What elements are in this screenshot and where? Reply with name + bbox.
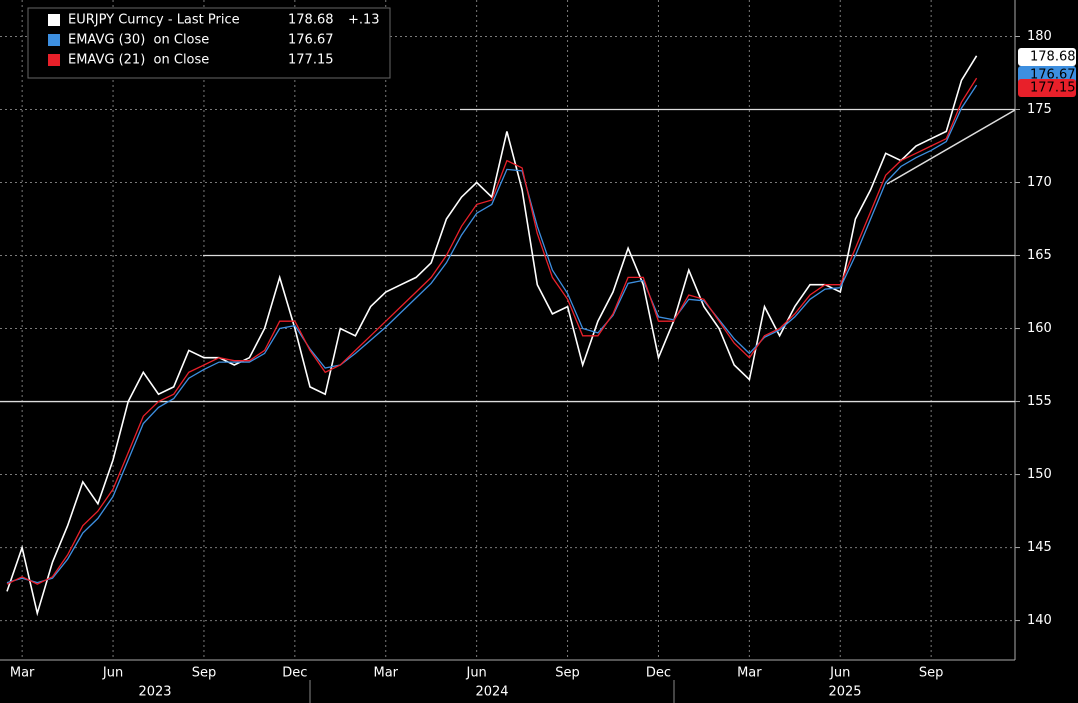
y-tick-label: 180 [1027,29,1052,44]
x-tick-label: Mar [737,666,762,681]
legend-swatch [48,34,60,46]
price-tag [1018,48,1076,66]
x-tick-label: Sep [192,666,217,681]
series-line [6,84,978,584]
year-label: 2023 [138,685,171,700]
y-tick-label: 155 [1027,394,1052,409]
legend-swatch [48,14,60,26]
legend-change: +.13 [348,13,380,28]
legend-swatch [48,54,60,66]
y-tick-label: 150 [1027,467,1052,482]
legend-label: EMAVG (21) on Close [68,53,209,68]
series-line [6,77,978,585]
x-tick-label: Jun [102,666,123,681]
x-tick-label: Dec [646,666,671,681]
legend-label: EURJPY Curncy - Last Price [68,13,240,28]
x-tick-label: Jun [465,666,486,681]
x-tick-label: Sep [555,666,580,681]
y-tick-label: 175 [1027,102,1052,117]
legend-value: 176.67 [288,33,334,48]
legend [27,7,391,79]
x-tick-label: Sep [919,666,944,681]
y-tick-label: 170 [1027,175,1052,190]
price-tag [1018,79,1076,97]
series-line [6,55,978,617]
price-tag-label: 176.67 [1030,68,1076,83]
x-tick-label: Mar [10,666,35,681]
x-tick-label: Mar [373,666,398,681]
x-tick-label: Jun [829,666,850,681]
price-tag-label: 178.68 [1030,50,1076,65]
trend-line [886,109,1016,185]
legend-label: EMAVG (30) on Close [68,33,209,48]
year-label: 2025 [828,685,861,700]
year-label: 2024 [475,685,508,700]
x-tick-label: Dec [282,666,307,681]
legend-value: 178.68 [288,13,334,28]
y-tick-label: 165 [1027,248,1052,263]
y-tick-label: 160 [1027,321,1052,336]
legend-value: 177.15 [288,53,334,68]
y-tick-label: 145 [1027,540,1052,555]
price-tag-label: 177.15 [1030,81,1076,96]
y-tick-label: 140 [1027,613,1052,628]
